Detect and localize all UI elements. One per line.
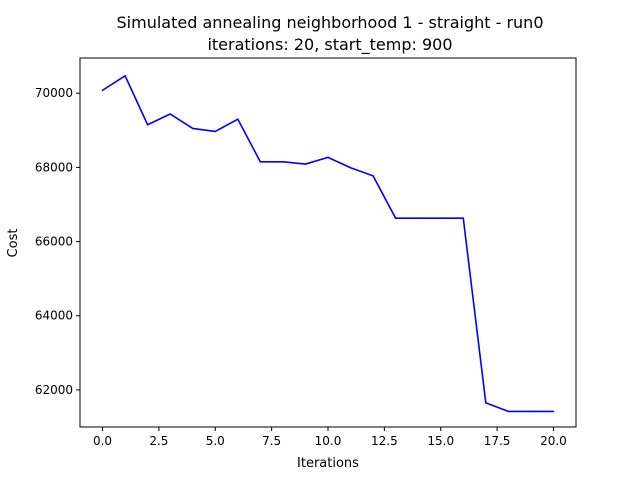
cost-data-point <box>169 113 171 115</box>
y-tick-label: 66000 <box>35 235 73 249</box>
x-tick-label: 7.5 <box>262 434 281 448</box>
cost-data-point <box>259 161 262 163</box>
cost-data-point <box>282 161 284 163</box>
x-tick-label: 0.0 <box>93 434 112 448</box>
y-tick-label: 62000 <box>35 383 73 397</box>
x-tick-label: 2.5 <box>149 434 168 448</box>
cost-data-point <box>462 217 465 220</box>
plot-frame <box>79 57 577 428</box>
cost-data-point <box>237 118 239 120</box>
x-tick-label: 15.0 <box>427 434 454 448</box>
chart-subtitle: iterations: 20, start_temp: 900 <box>207 35 452 55</box>
x-tick-label: 10.0 <box>315 434 342 448</box>
cost-data-point <box>485 402 487 404</box>
cost-data-point <box>439 217 442 220</box>
y-axis-label: Cost <box>6 229 21 258</box>
x-tick-label: 17.5 <box>484 434 511 448</box>
y-tick-label: 68000 <box>35 160 73 174</box>
cost-data-point <box>101 89 104 92</box>
cost-data-point <box>146 123 149 126</box>
cost-data-point <box>372 175 374 177</box>
y-axis: 62000 64000 66000 68000 70000 <box>35 86 80 397</box>
x-tick-label: 5.0 <box>206 434 225 448</box>
chart-title: Simulated annealing neighborhood 1 - str… <box>117 13 544 32</box>
y-tick-label: 70000 <box>35 86 73 100</box>
cost-data-point <box>124 75 126 77</box>
x-axis-label: Iterations <box>297 456 359 471</box>
cost-series-line <box>102 75 554 413</box>
cost-data-point <box>552 410 555 413</box>
x-tick-label: 20.0 <box>540 434 567 448</box>
cost-data-point <box>417 217 419 220</box>
cost-data-point <box>191 127 194 130</box>
series-layer <box>101 75 555 413</box>
x-axis: 0.0 2.5 5.0 7.5 10.0 12.5 15.0 17.5 20.0 <box>93 427 567 448</box>
y-tick-label: 64000 <box>35 309 73 323</box>
cost-data-point <box>530 410 532 413</box>
cost-data-point <box>214 130 217 133</box>
cost-data-point <box>394 217 397 220</box>
x-tick-label: 12.5 <box>371 434 398 448</box>
cost-data-point <box>507 410 510 413</box>
cost-data-point <box>327 156 329 159</box>
cost-data-point <box>349 166 352 169</box>
cost-data-point <box>304 163 307 165</box>
